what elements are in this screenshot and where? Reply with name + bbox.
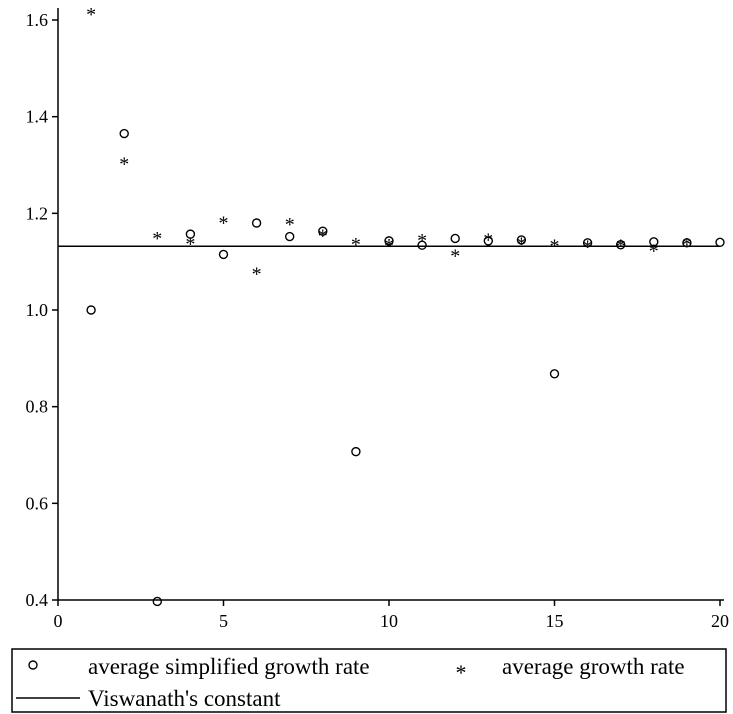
legend-label-simplified: average simplified growth rate <box>88 654 370 679</box>
point-star: * <box>516 233 526 255</box>
point-circle <box>450 233 460 244</box>
point-circle <box>715 237 725 248</box>
point-circle <box>152 596 163 607</box>
point-circle <box>86 305 96 315</box>
point-circle <box>318 226 328 236</box>
point-circle <box>351 446 361 457</box>
point-star: * <box>318 226 328 248</box>
point-circle <box>483 236 493 246</box>
y-tick-label: 0.6 <box>26 493 49 513</box>
point-circle <box>119 128 129 139</box>
point-star: * <box>384 235 394 257</box>
series-growth-rate: * * * * * * * * * * * * * * * * * * * <box>86 4 692 286</box>
point-circle <box>616 240 626 250</box>
y-tick-label: 0.8 <box>26 397 49 417</box>
point-star: * <box>119 154 129 176</box>
point-circle <box>649 237 659 247</box>
x-tick-label: 10 <box>380 611 398 631</box>
point-star: * <box>86 4 96 26</box>
point-circle <box>251 218 262 228</box>
point-star: * <box>583 236 593 258</box>
point-circle <box>285 231 295 242</box>
x-tick-label: 20 <box>711 611 729 631</box>
point-circle <box>549 369 560 379</box>
point-circle <box>682 238 692 248</box>
point-star: * <box>550 235 560 257</box>
legend-label-growth: average growth rate <box>502 654 685 679</box>
point-star: * <box>219 213 229 235</box>
legend-star-marker: * <box>456 660 467 685</box>
point-star: * <box>252 263 262 285</box>
y-tick-label: 1.4 <box>26 107 49 127</box>
plot-area: 0.40.60.81.01.21.41.6 0 5 10 15 20 *** ***** *… <box>26 4 730 631</box>
point-star: * <box>616 235 626 257</box>
legend-box <box>11 648 727 713</box>
y-tick-label: 1.2 <box>26 203 49 223</box>
point-star: * <box>417 230 427 252</box>
point-star: * <box>285 214 295 236</box>
y-tick-label: 0.4 <box>26 590 49 610</box>
x-tick-label: 5 <box>219 611 228 631</box>
point-star: * <box>152 228 162 250</box>
series-simplified-growth-rate <box>86 128 725 607</box>
point-star: * <box>483 230 493 252</box>
point-star: * <box>185 233 195 255</box>
y-ticks: 0.4 0.6 0.8 1.0 1.2 1.4 1.6 <box>26 10 58 610</box>
y-tick-label: 1.0 <box>26 300 49 320</box>
point-circle <box>582 238 593 248</box>
point-circle <box>185 229 196 239</box>
point-circle <box>417 240 427 250</box>
point-star: * <box>450 245 460 267</box>
y-tick-label: 1.6 <box>26 10 49 30</box>
x-tick-label: 15 <box>546 611 564 631</box>
point-star: * <box>682 234 692 256</box>
x-tick-label: 0 <box>54 611 63 631</box>
legend: average simplified growth rate * average… <box>11 648 727 713</box>
point-star: * <box>649 241 659 263</box>
point-circle <box>384 236 394 246</box>
x-ticks: 0 5 10 15 20 <box>54 600 729 631</box>
point-circle <box>218 249 229 260</box>
point-circle <box>516 235 527 245</box>
legend-circle-marker <box>28 660 38 670</box>
legend-label-constant: Viswanath's constant <box>88 686 281 711</box>
point-star: * <box>351 234 361 256</box>
